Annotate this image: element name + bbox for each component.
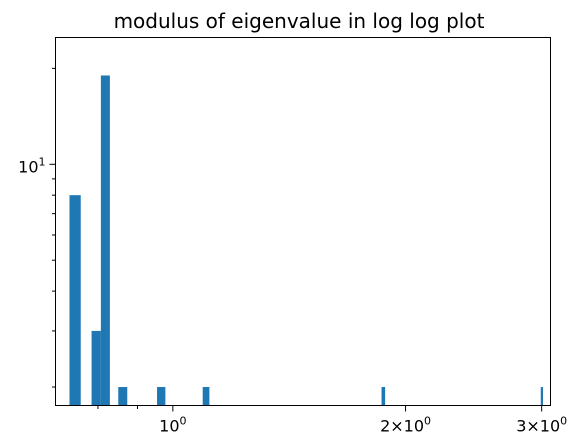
histogram-bar (202, 387, 210, 406)
histogram-bar (91, 330, 101, 406)
y-tick-label: 101 (18, 155, 45, 176)
bars-group (69, 75, 544, 406)
x-axis-ticks: 100 2×100 3×100 (97, 405, 567, 436)
histogram-bar (381, 387, 386, 406)
histogram-bar (540, 387, 544, 406)
histogram-bar (157, 387, 166, 406)
x-tick-label: 2×100 (380, 415, 431, 436)
chart-title: modulus of eigenvalue in log log plot (114, 9, 485, 33)
plot-frame (55, 37, 551, 406)
x-tick-label: 100 (159, 415, 186, 436)
histogram-bar (118, 387, 128, 406)
x-tick-label: 3×100 (516, 415, 567, 436)
histogram-bar (100, 75, 110, 406)
y-axis-ticks: 101 (18, 67, 56, 388)
histogram-bar (69, 195, 81, 406)
